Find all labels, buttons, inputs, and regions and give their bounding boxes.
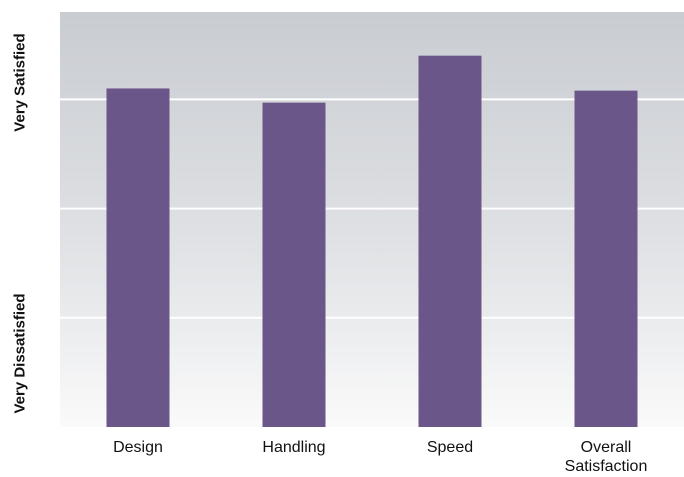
- y-label-top: Very Satisfied: [11, 32, 29, 132]
- x-tick-label: Overall Satisfaction: [565, 439, 648, 475]
- bars: [106, 55, 638, 428]
- x-tick-label: Handling: [262, 439, 325, 456]
- bar-design: [106, 88, 170, 428]
- y-label-bottom: Very Dissatisfied: [11, 292, 29, 414]
- x-tick-label: Speed: [427, 439, 473, 456]
- x-axis-labels: Design Handling Speed Overall Satisfaction: [113, 439, 647, 475]
- bar-overall: [574, 90, 638, 427]
- x-tick-label: Design: [113, 439, 163, 456]
- bar-speed: [418, 55, 482, 428]
- bar-handling: [262, 102, 326, 427]
